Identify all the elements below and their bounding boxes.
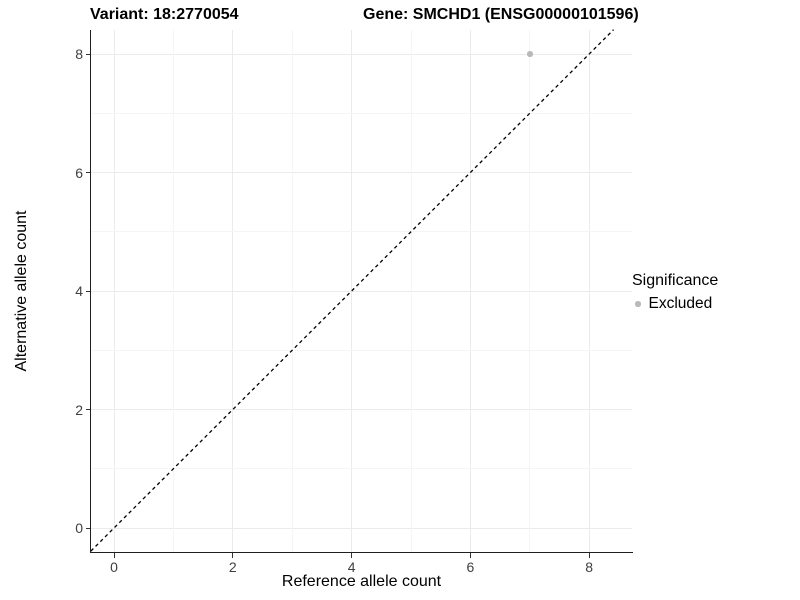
x-gridline-minor (529, 30, 531, 552)
x-gridline-major (351, 30, 353, 552)
y-gridline-minor (91, 349, 632, 351)
y-axis-tick (85, 527, 90, 529)
y-gridline-major (91, 290, 632, 292)
y-tick-label: 2 (75, 401, 83, 418)
y-tick-label: 4 (75, 283, 83, 299)
x-axis-tick (588, 553, 590, 558)
x-tick-label: 4 (347, 559, 356, 575)
y-axis-title: Alternative allele count (13, 210, 30, 372)
legend: Significance Excluded (632, 272, 718, 313)
y-axis-line (89, 30, 91, 554)
y-gridline-minor (91, 468, 632, 470)
y-tick-label: 8 (75, 46, 83, 62)
x-axis-tick (469, 553, 471, 558)
y-gridline-major (91, 409, 632, 410)
excluded-point-icon (635, 301, 641, 307)
x-axis-tick (113, 553, 115, 558)
y-tick-label: 6 (75, 164, 83, 181)
x-gridline-major (232, 30, 234, 552)
y-axis-tick (85, 53, 90, 55)
identity-reference-line (90, 29, 615, 552)
y-gridline-major (91, 53, 632, 55)
x-tick-label: 8 (585, 559, 594, 575)
x-gridline-minor (410, 30, 412, 552)
plot-panel (90, 29, 632, 552)
x-axis-title: Reference allele count (281, 573, 442, 590)
legend-entry-excluded: Excluded (632, 295, 718, 313)
x-tick-label: 2 (228, 559, 237, 575)
data-point (527, 51, 533, 57)
x-axis-tick (351, 553, 353, 558)
x-gridline-minor (172, 30, 174, 552)
legend-entry-label: Excluded (648, 295, 713, 312)
x-gridline-minor (291, 30, 293, 552)
plot-title-gene: Gene: SMCHD1 (ENSG00000101596) (363, 6, 639, 23)
x-gridline-major (588, 30, 590, 552)
x-axis-line (89, 552, 633, 554)
x-tick-label: 6 (466, 559, 475, 575)
y-axis-tick (85, 172, 90, 173)
y-gridline-minor (91, 112, 632, 114)
x-tick-label: 0 (110, 559, 118, 575)
x-gridline-major (469, 30, 471, 552)
y-gridline-minor (91, 231, 632, 233)
y-gridline-major (91, 172, 632, 173)
y-tick-label: 0 (75, 520, 83, 536)
x-gridline-major (113, 30, 115, 552)
x-axis-tick (232, 553, 234, 558)
legend-title: Significance (632, 272, 719, 289)
y-gridline-major (91, 527, 632, 529)
y-axis-tick (85, 409, 90, 410)
plot-title-variant: Variant: 18:2770054 (90, 6, 239, 23)
y-axis-tick (85, 290, 90, 292)
